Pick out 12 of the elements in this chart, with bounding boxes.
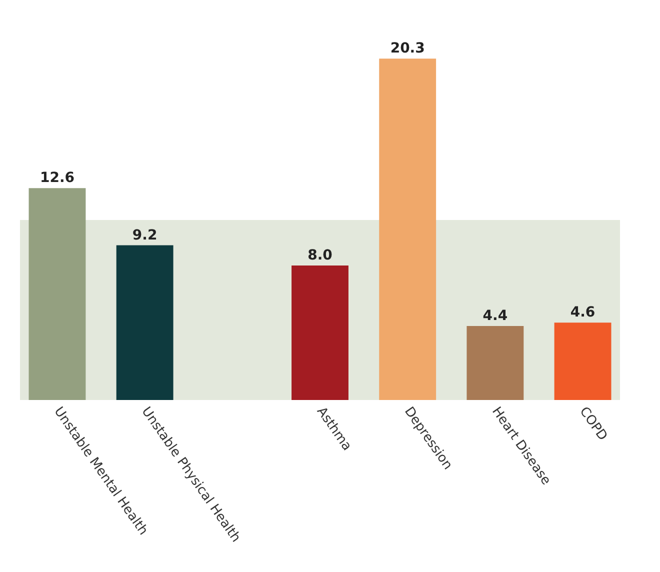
data-label: 8.0 — [308, 247, 333, 264]
data-label: 4.4 — [482, 308, 508, 324]
data-label: 9.2 — [132, 227, 158, 244]
bar — [292, 265, 348, 400]
bar — [379, 58, 436, 400]
bar — [554, 322, 612, 400]
data-label: 20.3 — [390, 40, 425, 57]
data-label: 4.6 — [570, 304, 596, 321]
bar — [28, 188, 86, 400]
bar — [116, 245, 174, 400]
bar — [466, 326, 524, 400]
data-label: 12.6 — [40, 170, 74, 186]
